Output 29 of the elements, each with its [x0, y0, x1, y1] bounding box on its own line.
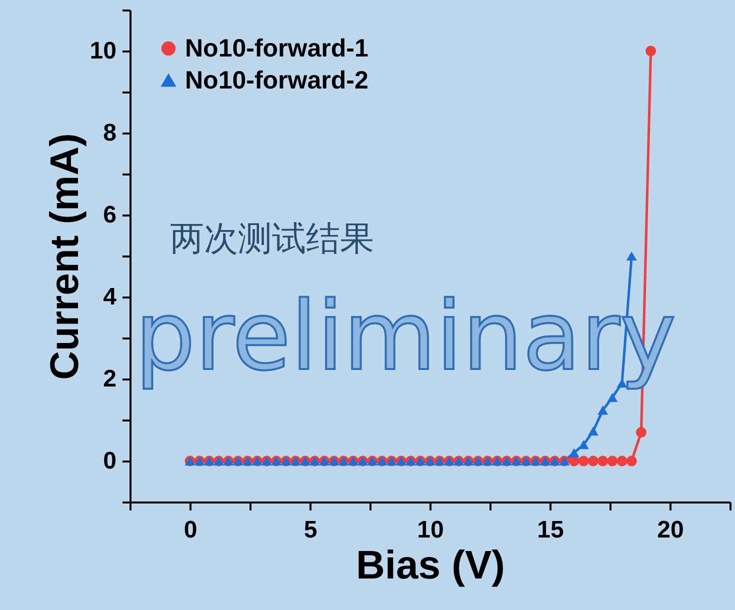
y-tick-label: 4 [103, 284, 118, 310]
x-tick-label: 10 [417, 516, 444, 544]
point [588, 456, 598, 466]
point [607, 456, 618, 466]
point [578, 456, 589, 466]
x-tick-label: 20 [657, 516, 684, 544]
legend-label: No10-forward-2 [185, 66, 368, 94]
x-tick-label: 5 [304, 516, 318, 544]
y-axis-title: Current (mA) [42, 133, 87, 380]
annotation: 两次测试结果 [170, 219, 374, 259]
point [646, 46, 656, 56]
y-tick-label: 8 [103, 120, 116, 146]
point [568, 448, 580, 458]
point [626, 251, 637, 261]
point [607, 392, 618, 402]
point [598, 406, 608, 415]
x-tick-label: 15 [537, 516, 564, 544]
legend-label: No10-forward-1 [185, 34, 368, 62]
point [588, 426, 598, 436]
x-tick-label: 0 [184, 516, 198, 544]
y-tick-label: 6 [103, 202, 116, 228]
y-tick-label: 2 [103, 366, 116, 392]
y-tick-label: 10 [90, 38, 116, 64]
x-axis-title: Bias (V) [356, 544, 505, 588]
point [616, 456, 628, 466]
point [626, 456, 637, 466]
point [636, 427, 646, 438]
y-tick-label: 0 [103, 448, 116, 474]
point [598, 456, 608, 466]
